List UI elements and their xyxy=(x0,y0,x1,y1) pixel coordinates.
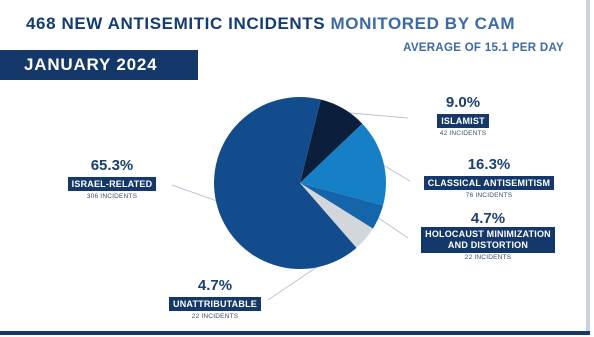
name-islamist: ISLAMIST xyxy=(437,114,489,128)
label-classical: 16.3% CLASSICAL ANTISEMITISM 76 INCIDENT… xyxy=(406,157,572,201)
leader-line-classical xyxy=(379,162,411,182)
name-holocaust: HOLOCAUST MINIMIZATION AND DISTORTION xyxy=(421,227,555,253)
pct-unattributable: 4.7% xyxy=(197,277,233,294)
name-holocaust-line2: AND DISTORTION xyxy=(447,240,529,250)
slice-israel xyxy=(214,96,357,269)
label-israel: 65.3% ISRAEL-RELATED 306 INCIDENTS xyxy=(52,158,172,202)
chart-subtitle: AVERAGE OF 15.1 PER DAY xyxy=(403,42,564,54)
pct-islamist: 9.0% xyxy=(445,94,481,111)
pct-israel: 65.3% xyxy=(90,157,134,174)
count-unattributable: 22 INCIDENTS xyxy=(191,313,239,320)
label-islamist: 9.0% ISLAMIST 42 INCIDENTS xyxy=(408,95,518,139)
chart-title: 468 NEW ANTISEMITIC INCIDENTS MONITORED … xyxy=(26,14,515,34)
name-israel: ISRAEL-RELATED xyxy=(67,177,157,191)
bottom-bar xyxy=(0,331,590,335)
pct-holocaust: 4.7% xyxy=(470,210,506,227)
slice-unattributable xyxy=(300,183,373,248)
count-classical: 76 INCIDENTS xyxy=(465,192,513,199)
leader-line-islamist xyxy=(341,111,409,119)
slice-holocaust xyxy=(300,183,384,229)
pie-slices xyxy=(214,96,387,269)
leader-line-israel xyxy=(171,184,221,203)
month-banner: JANUARY 2024 xyxy=(0,50,198,80)
title-rest: MONITORED BY CAM xyxy=(325,14,516,33)
title-highlight: 468 NEW ANTISEMITIC INCIDENTS xyxy=(26,14,326,33)
slice-classical xyxy=(300,123,387,206)
name-unattributable: UNATTRIBUTABLE xyxy=(169,297,261,311)
count-islamist: 42 INCIDENTS xyxy=(439,130,487,137)
pct-classical: 16.3% xyxy=(467,156,511,173)
label-holocaust: 4.7% HOLOCAUST MINIMIZATION AND DISTORTI… xyxy=(404,211,572,263)
name-classical: CLASSICAL ANTISEMITISM xyxy=(423,176,555,190)
label-unattributable: 4.7% UNATTRIBUTABLE 22 INCIDENTS xyxy=(160,278,270,322)
slice-islamist xyxy=(300,99,363,183)
leader-line-holocaust xyxy=(374,215,409,239)
count-holocaust: 22 INCIDENTS xyxy=(464,254,512,261)
name-holocaust-line1: HOLOCAUST MINIMIZATION xyxy=(425,229,551,239)
count-israel: 306 INCIDENTS xyxy=(86,193,138,200)
